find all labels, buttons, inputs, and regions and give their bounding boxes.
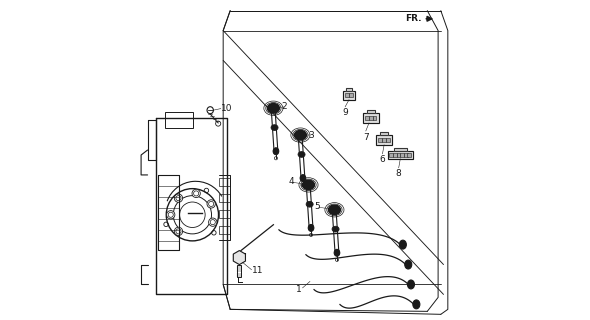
Ellipse shape [332, 226, 339, 232]
Bar [219, 210, 230, 218]
Text: 10: 10 [221, 104, 233, 113]
Bar [386, 138, 390, 142]
Ellipse shape [413, 300, 420, 309]
Bar [343, 91, 355, 100]
Text: 3: 3 [308, 131, 314, 140]
Polygon shape [346, 88, 352, 91]
Ellipse shape [329, 205, 340, 215]
Polygon shape [363, 113, 379, 123]
Text: 11: 11 [252, 266, 264, 275]
Bar [388, 151, 413, 159]
Text: 5: 5 [314, 202, 320, 211]
Bar [237, 265, 241, 277]
Ellipse shape [300, 175, 306, 182]
Bar [346, 88, 352, 91]
Polygon shape [233, 251, 245, 265]
Bar [219, 226, 230, 234]
Bar [404, 153, 408, 157]
Ellipse shape [399, 240, 407, 249]
Bar [373, 116, 376, 120]
Bar [376, 135, 392, 145]
Circle shape [209, 218, 217, 226]
Polygon shape [388, 151, 413, 159]
Text: 9: 9 [342, 108, 348, 117]
Circle shape [207, 200, 215, 208]
Ellipse shape [298, 152, 305, 157]
Ellipse shape [306, 201, 313, 207]
Ellipse shape [271, 125, 278, 131]
Bar [378, 138, 382, 142]
Polygon shape [380, 132, 388, 135]
Text: 2: 2 [282, 102, 287, 111]
Ellipse shape [267, 103, 280, 113]
Circle shape [174, 194, 183, 202]
Bar [369, 116, 372, 120]
Circle shape [174, 227, 183, 236]
Ellipse shape [303, 180, 314, 190]
Bar [380, 132, 388, 135]
Bar [365, 116, 369, 120]
Ellipse shape [405, 260, 412, 269]
Bar [165, 112, 194, 128]
Text: 6: 6 [379, 156, 385, 164]
Polygon shape [366, 110, 375, 113]
Ellipse shape [273, 148, 279, 155]
Bar [363, 113, 379, 123]
Bar [366, 110, 375, 113]
Bar [349, 93, 353, 97]
Bar [219, 194, 230, 202]
Polygon shape [394, 148, 407, 151]
Text: 1: 1 [296, 285, 301, 294]
Bar [400, 153, 404, 157]
Text: FR.: FR. [405, 14, 422, 23]
Circle shape [192, 189, 200, 197]
Circle shape [166, 211, 175, 219]
Ellipse shape [334, 249, 340, 256]
Bar [396, 153, 401, 157]
Polygon shape [343, 91, 355, 100]
Bar [219, 178, 230, 186]
Text: 7: 7 [363, 132, 369, 141]
Ellipse shape [308, 224, 314, 231]
Bar [389, 153, 393, 157]
Bar [345, 93, 349, 97]
Bar [394, 148, 407, 151]
Bar [393, 153, 396, 157]
Polygon shape [376, 135, 392, 145]
Bar [382, 138, 386, 142]
Bar [408, 153, 411, 157]
Text: 4: 4 [288, 177, 294, 186]
Ellipse shape [294, 130, 306, 140]
Ellipse shape [408, 280, 414, 289]
Text: 8: 8 [396, 169, 402, 178]
